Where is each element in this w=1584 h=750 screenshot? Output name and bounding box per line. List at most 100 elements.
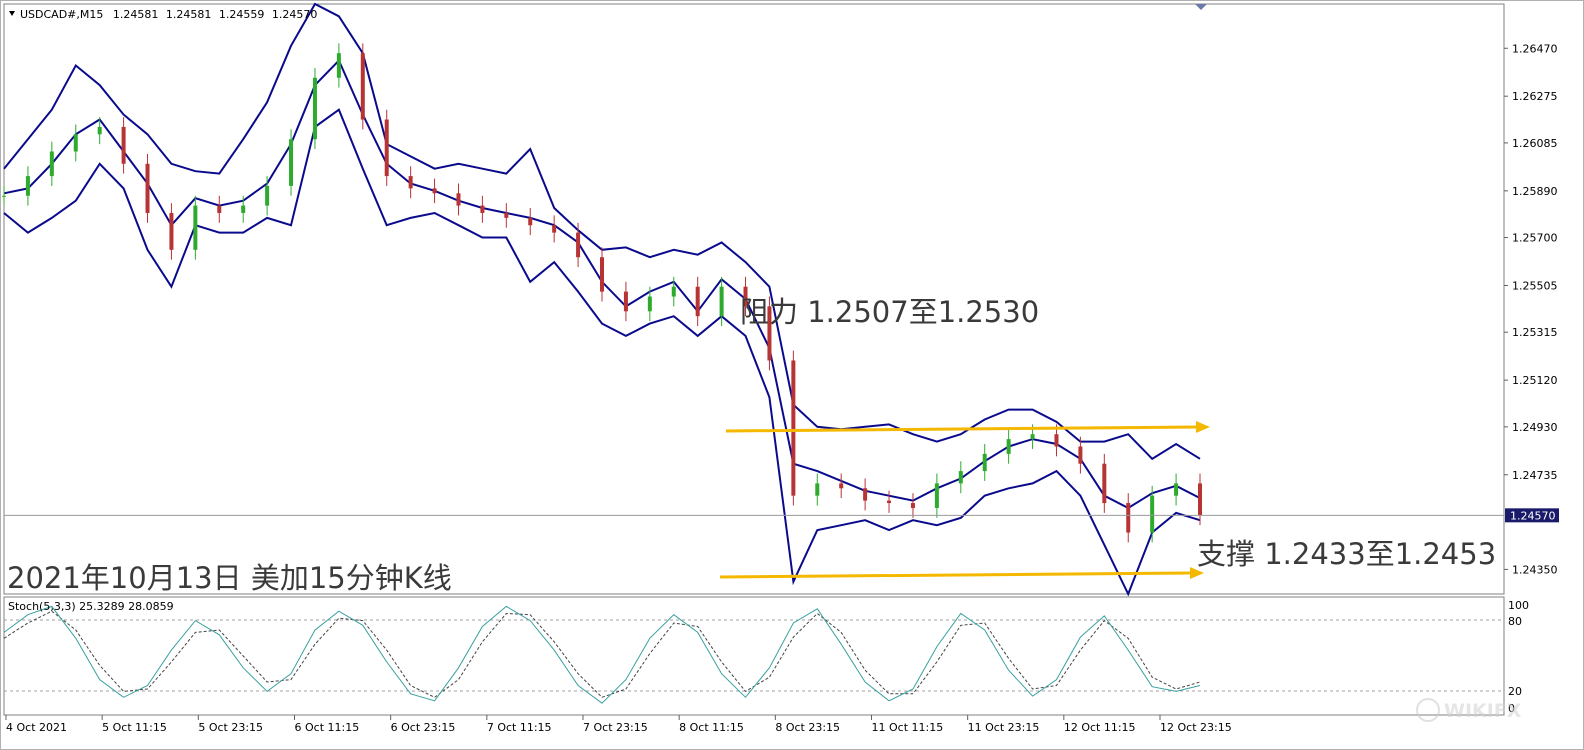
- candle-body: [695, 286, 700, 317]
- stoch-tick-20: 20: [1508, 685, 1522, 698]
- chart-shift-marker-icon[interactable]: [1195, 4, 1207, 10]
- stoch-title: Stoch(5,3,3) 25.3289 28.0859: [8, 600, 174, 613]
- ohlc-close: 1.24570: [272, 8, 318, 21]
- support-label: 支撑 1.2433至1.2453: [1197, 537, 1496, 571]
- time-tick-label: 11 Oct 23:15: [968, 721, 1040, 734]
- candle-body: [982, 453, 987, 472]
- candle-body: [791, 360, 796, 496]
- candle-body: [1102, 463, 1107, 504]
- stoch-tick-80: 80: [1508, 615, 1522, 628]
- candle-body: [719, 286, 724, 317]
- candle-body: [336, 53, 341, 78]
- candle-body: [1078, 446, 1083, 464]
- price-tick-label: 1.24350: [1512, 563, 1558, 576]
- candle-body: [528, 217, 533, 226]
- candle-body: [1030, 434, 1035, 440]
- candle-body: [169, 212, 174, 250]
- ohlc-open: 1.24581: [113, 8, 159, 21]
- candle-body: [1054, 434, 1059, 447]
- watermark: WIKIFX: [1416, 698, 1522, 722]
- chart-caption: 2021年10月13日 美加15分钟K线: [7, 561, 452, 595]
- price-tick-label: 1.25505: [1512, 279, 1558, 292]
- candle-body: [97, 126, 102, 135]
- ohlc-high: 1.24581: [166, 8, 212, 21]
- stoch-plot-area: [3, 596, 1505, 716]
- time-tick-label: 6 Oct 23:15: [391, 721, 456, 734]
- candle-body: [312, 77, 317, 140]
- candle-body: [1198, 483, 1202, 516]
- stoch-signal-line: [3, 610, 1201, 698]
- candle-body: [958, 471, 963, 484]
- candle-body: [193, 205, 198, 250]
- candle-body: [73, 134, 78, 152]
- time-tick-label: 5 Oct 23:15: [198, 721, 263, 734]
- candle-body: [671, 286, 676, 297]
- candle-body: [1126, 503, 1131, 533]
- resistance-label: 阻力 1.2507至1.2530: [740, 295, 1039, 329]
- candle-body: [576, 232, 581, 258]
- candle-body: [647, 296, 652, 312]
- candle-body: [743, 286, 748, 307]
- stoch-lines: [3, 605, 1201, 704]
- candle-body: [360, 53, 365, 120]
- price-tick-label: 1.25315: [1512, 326, 1558, 339]
- time-tick-label: 7 Oct 11:15: [487, 721, 552, 734]
- candle-body: [456, 193, 461, 206]
- time-tick-label: 12 Oct 11:15: [1064, 721, 1136, 734]
- price-tick-label: 1.26275: [1512, 90, 1558, 103]
- candle-body: [408, 176, 413, 189]
- bollinger-lower-line: [3, 108, 1201, 597]
- price-tick-label: 1.25700: [1512, 232, 1558, 245]
- candle-body: [552, 225, 557, 233]
- time-tick-label: 7 Oct 23:15: [583, 721, 648, 734]
- time-tick-label: 6 Oct 11:15: [295, 721, 360, 734]
- current-price-value: 1.24570: [1510, 509, 1556, 522]
- time-tick-label: 12 Oct 23:15: [1160, 721, 1232, 734]
- symbol-label: USDCAD#,M15: [20, 8, 103, 21]
- candles: [2, 43, 1202, 543]
- candle-body: [384, 119, 389, 177]
- candle-body: [863, 488, 868, 501]
- time-axis: 4 Oct 2021 5 Oct 11:15 5 Oct 23:15 6 Oct 11…: [5, 715, 1232, 734]
- time-tick-label: 4 Oct 2021: [6, 721, 67, 734]
- price-tick-label: 1.24930: [1512, 421, 1558, 434]
- candle-body: [934, 483, 939, 508]
- ohlc-low: 1.24559: [219, 8, 265, 21]
- stoch-tick-100: 100: [1508, 599, 1529, 612]
- resistance-arrow: [725, 421, 1210, 433]
- stoch-tick-0: 0: [1508, 702, 1515, 715]
- candle-body: [241, 205, 246, 213]
- candle-body: [839, 483, 844, 489]
- candle-body: [767, 306, 772, 361]
- watermark-text: WIKIFX: [1444, 700, 1522, 722]
- candle-body: [910, 503, 915, 508]
- price-tick-label: 1.25890: [1512, 185, 1558, 198]
- candle-body: [623, 291, 628, 312]
- candle-body: [815, 483, 820, 496]
- candle-body: [289, 139, 294, 186]
- candle-body: [504, 212, 509, 218]
- candle-body: [2, 195, 6, 197]
- price-tick-label: 1.25120: [1512, 374, 1558, 387]
- candle-body: [1150, 495, 1155, 533]
- stoch-main-line: [3, 605, 1201, 704]
- candle-body: [265, 185, 270, 206]
- candle-body: [25, 176, 30, 196]
- time-tick-label: 8 Oct 11:15: [679, 721, 744, 734]
- time-tick-label: 5 Oct 11:15: [102, 721, 167, 734]
- time-tick-label: 8 Oct 23:15: [775, 721, 840, 734]
- price-tick-label: 1.26085: [1512, 137, 1558, 150]
- symbol-header: USDCAD#,M15 1.24581 1.24581 1.24559 1.24…: [20, 8, 317, 21]
- main-pane: USDCAD#,M15 1.24581 1.24581 1.24559 1.24…: [2, 2, 1559, 597]
- candle-body: [600, 257, 604, 292]
- candle-body: [480, 205, 485, 213]
- time-tick-label: 11 Oct 11:15: [872, 721, 944, 734]
- current-price-tag: 1.24570: [1505, 508, 1559, 523]
- price-tick-label: 1.24735: [1512, 469, 1558, 482]
- support-arrow: [719, 567, 1204, 579]
- symbol-dropdown-icon[interactable]: [9, 11, 15, 16]
- candle-body: [121, 126, 126, 164]
- candle-body: [432, 188, 437, 194]
- candle-body: [145, 163, 150, 213]
